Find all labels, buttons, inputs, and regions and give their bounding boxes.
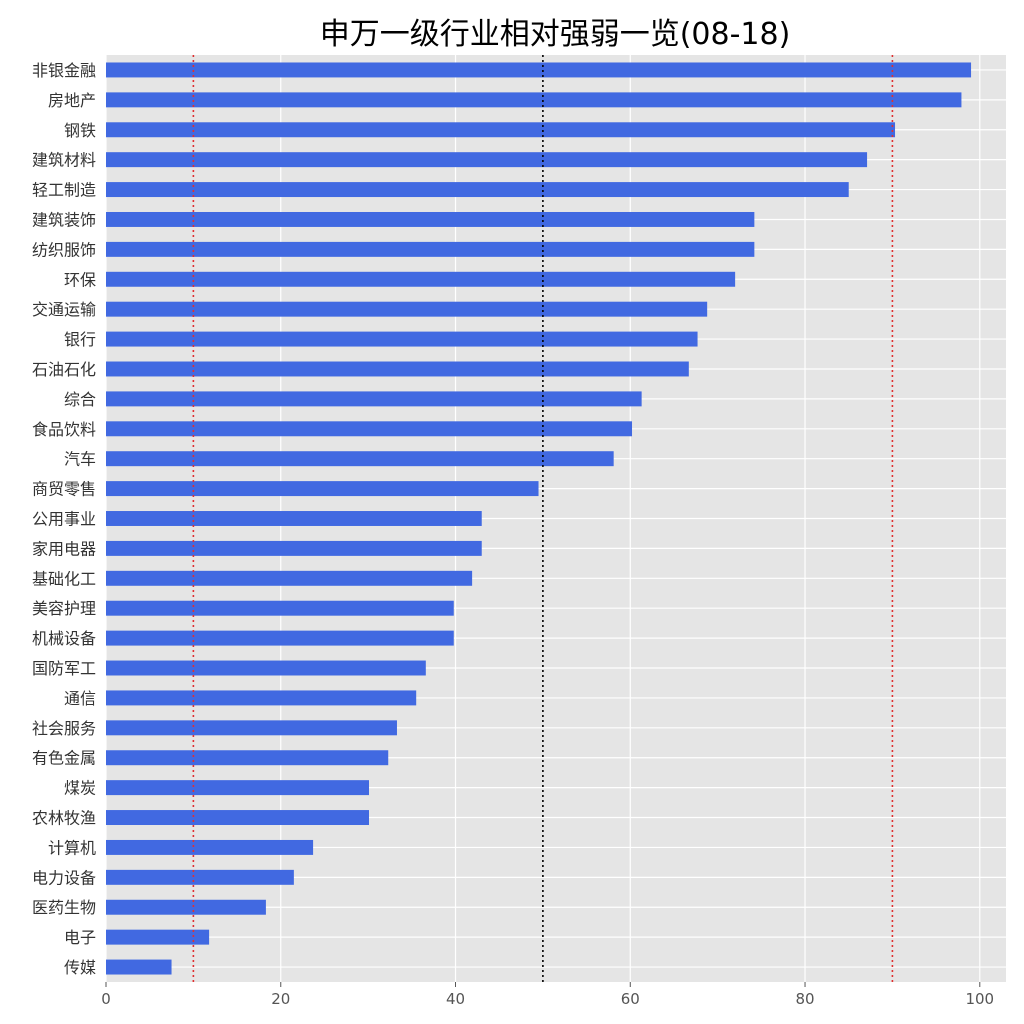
bar-12 (106, 421, 633, 437)
bar-27 (106, 869, 294, 885)
bar-8 (106, 301, 708, 317)
category-label-14: 商贸零售 (32, 480, 96, 499)
category-label-28: 医药生物 (32, 898, 96, 917)
x-tick-label-4: 80 (795, 990, 814, 1008)
bar-3 (106, 152, 868, 168)
category-label-30: 传媒 (64, 958, 96, 977)
category-label-24: 煤炭 (64, 779, 96, 798)
category-label-19: 机械设备 (32, 629, 96, 648)
category-label-26: 计算机 (48, 838, 96, 857)
bar-2 (106, 122, 896, 138)
category-label-20: 国防军工 (32, 659, 96, 678)
category-label-8: 交通运输 (32, 300, 96, 319)
bar-28 (106, 899, 266, 915)
bar-13 (106, 451, 614, 467)
bar-7 (106, 271, 736, 287)
bar-23 (106, 750, 389, 766)
bar-29 (106, 929, 210, 945)
category-label-11: 综合 (64, 390, 96, 409)
bar-16 (106, 540, 482, 556)
bar-1 (106, 92, 962, 108)
category-label-18: 美容护理 (32, 599, 96, 618)
x-tick-label-5: 100 (965, 990, 994, 1008)
bar-10 (106, 361, 689, 377)
bar-20 (106, 660, 426, 676)
category-labels: 非银金融房地产钢铁建筑材料轻工制造建筑装饰纺织服饰环保交通运输银行石油石化综合食… (32, 61, 96, 977)
category-label-5: 建筑装饰 (32, 210, 96, 229)
category-label-23: 有色金属 (32, 749, 96, 768)
bar-24 (106, 780, 370, 796)
bar-25 (106, 810, 370, 826)
category-label-17: 基础化工 (32, 569, 96, 588)
bar-6 (106, 241, 755, 257)
bars (106, 62, 972, 975)
bar-18 (106, 600, 454, 616)
x-tick-label-3: 60 (621, 990, 640, 1008)
x-tick-labels: 0 20 40 60 80 100 (101, 982, 994, 1008)
category-label-2: 钢铁 (64, 121, 96, 140)
category-label-1: 房地产 (48, 91, 96, 110)
bar-9 (106, 331, 698, 347)
bar-4 (106, 182, 849, 198)
category-label-4: 轻工制造 (32, 181, 96, 200)
bar-26 (106, 839, 314, 855)
category-label-0: 非银金融 (32, 61, 96, 80)
bar-0 (106, 62, 972, 78)
bar-21 (106, 690, 417, 706)
category-label-27: 电力设备 (32, 868, 96, 887)
category-label-15: 公用事业 (32, 510, 96, 529)
bar-11 (106, 391, 642, 407)
bar-22 (106, 720, 397, 736)
bar-30 (106, 959, 172, 975)
category-label-13: 汽车 (64, 450, 96, 469)
category-label-10: 石油石化 (32, 360, 96, 379)
category-label-12: 食品饮料 (32, 420, 96, 439)
category-label-3: 建筑材料 (32, 151, 96, 170)
chart-title: 申万一级行业相对强弱一览(08-18) (320, 17, 791, 52)
category-label-22: 社会服务 (32, 719, 96, 738)
category-label-7: 环保 (64, 270, 96, 289)
category-label-9: 银行 (64, 330, 96, 349)
x-tick-label-2: 40 (446, 990, 465, 1008)
x-tick-label-1: 20 (271, 990, 290, 1008)
category-label-21: 通信 (64, 689, 96, 708)
bar-17 (106, 570, 473, 586)
bar-19 (106, 630, 454, 646)
bar-5 (106, 211, 755, 227)
bar-14 (106, 481, 539, 497)
category-label-16: 家用电器 (32, 539, 96, 558)
x-tick-label-0: 0 (101, 990, 111, 1008)
bar-15 (106, 511, 482, 526)
category-label-25: 农林牧渔 (32, 809, 96, 828)
category-label-6: 纺织服饰 (32, 240, 96, 259)
category-label-29: 电子 (64, 928, 96, 947)
